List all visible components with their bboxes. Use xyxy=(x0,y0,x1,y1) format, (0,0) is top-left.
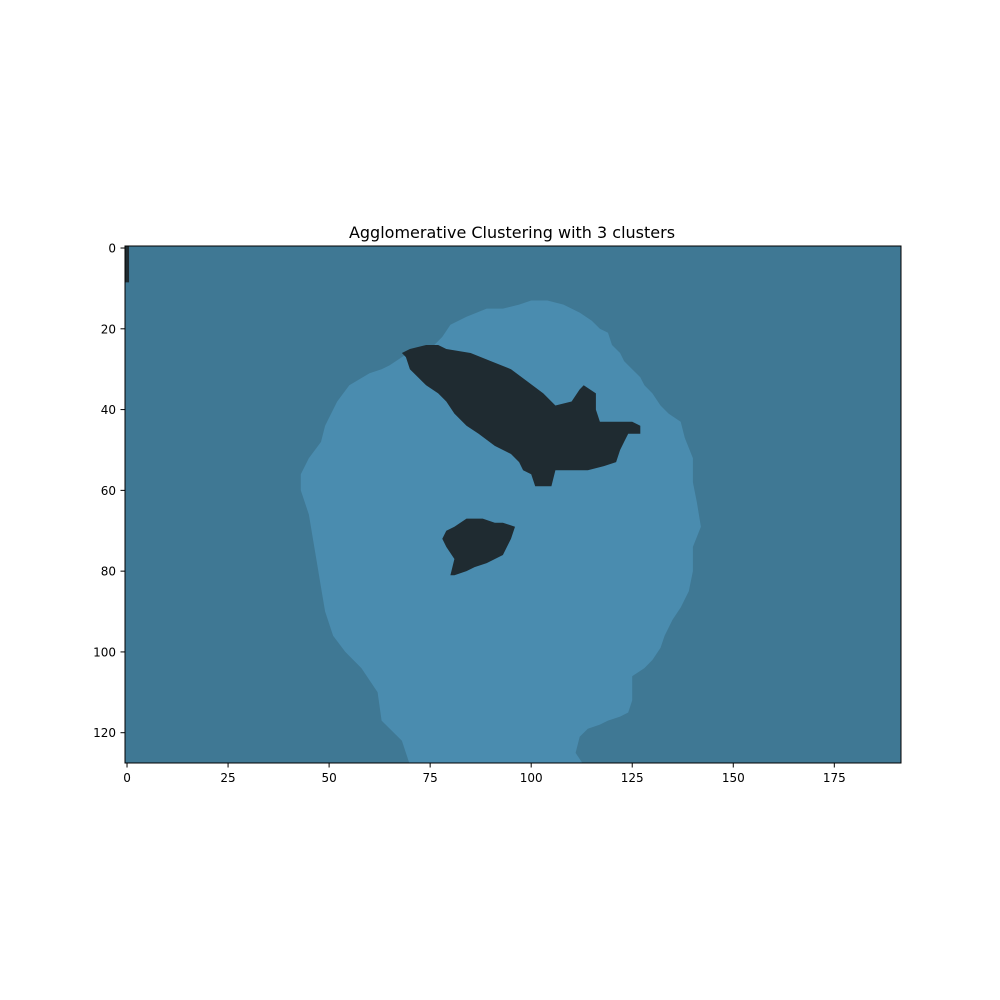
axes-frame xyxy=(124,245,902,764)
plot-area xyxy=(125,246,901,763)
cluster-2-region xyxy=(401,345,641,487)
x-axis: 0 25 50 75 100 125 150 175 xyxy=(123,763,846,785)
chart-title: Agglomerative Clustering with 3 clusters xyxy=(349,223,675,242)
x-tick-label: 75 xyxy=(423,771,438,785)
y-tick-label: 60 xyxy=(101,484,116,498)
y-tick-label: 80 xyxy=(101,565,116,579)
y-axis: 0 20 40 60 80 100 120 xyxy=(93,242,125,740)
x-tick-label: 25 xyxy=(220,771,235,785)
cluster-2-region-2 xyxy=(442,518,515,576)
y-tick-label: 20 xyxy=(101,322,116,336)
y-tick-label: 0 xyxy=(108,242,116,256)
cluster-2-corner-artifact xyxy=(125,246,130,283)
x-tick-label: 175 xyxy=(823,771,846,785)
y-tick-label: 40 xyxy=(101,403,116,417)
x-tick-label: 0 xyxy=(123,771,131,785)
y-tick-label: 120 xyxy=(93,726,116,740)
x-tick-label: 100 xyxy=(520,771,543,785)
x-tick-label: 150 xyxy=(722,771,745,785)
y-tick-label: 100 xyxy=(93,645,116,659)
x-tick-label: 125 xyxy=(621,771,644,785)
x-tick-label: 50 xyxy=(321,771,336,785)
